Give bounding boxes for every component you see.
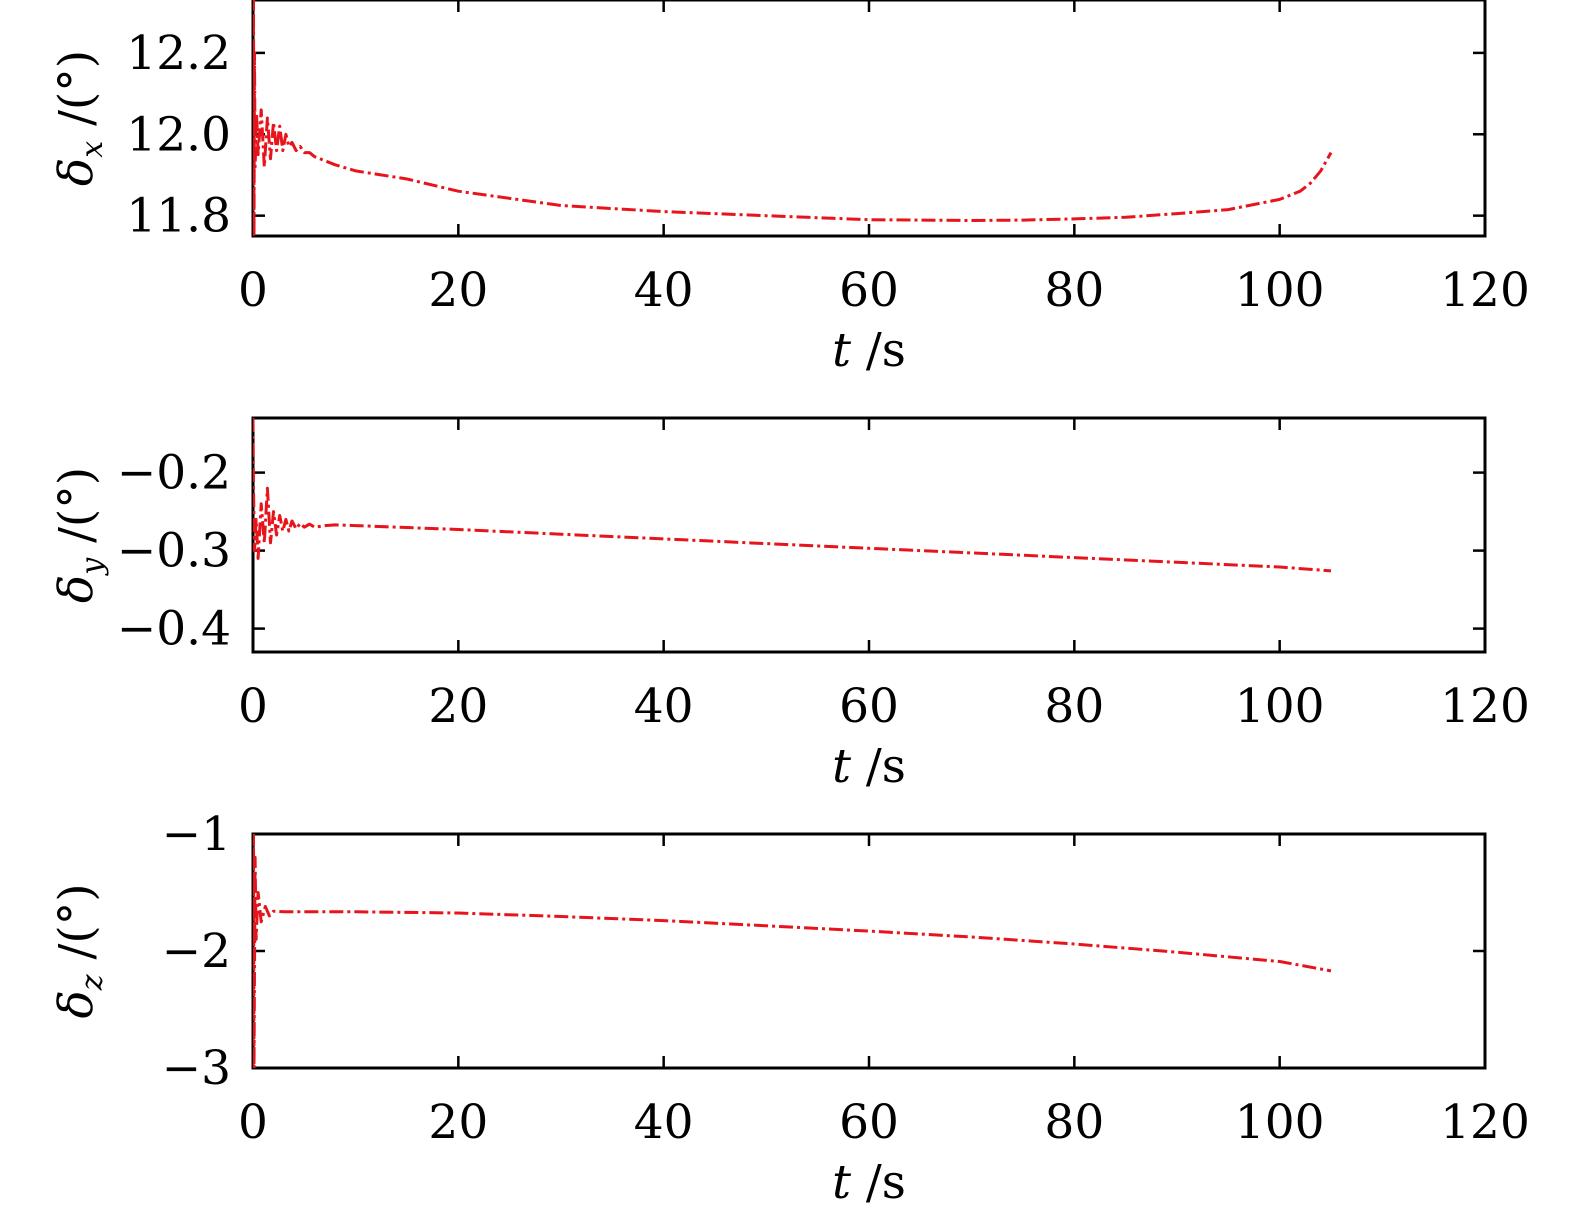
- x-axis-label: t /s: [832, 1155, 906, 1210]
- y-tick-label: −2: [162, 924, 231, 979]
- x-tick-label: 100: [1235, 263, 1325, 318]
- x-axis-label: t /s: [832, 323, 906, 378]
- x-tick-label: 40: [634, 263, 694, 318]
- x-tick-label: 60: [839, 263, 899, 318]
- y-tick-label: −3: [162, 1041, 231, 1096]
- y-tick-label: 12.2: [126, 26, 231, 81]
- y-tick-label: 12.0: [126, 107, 231, 162]
- x-tick-label: 80: [1044, 263, 1104, 318]
- panel-1: 0 20 40 60 80 100 120 11.8 12.0 12.2 t /s δx /(°): [49, 0, 1530, 378]
- axes-frame: [251, 416, 1487, 654]
- y-axis-label: δy /(°): [49, 467, 110, 603]
- y-tick-label: −0.3: [117, 524, 231, 579]
- x-tick-label: 120: [1440, 263, 1530, 318]
- y-axis-label: δz /(°): [49, 883, 110, 1018]
- x-tick-label: 0: [238, 1095, 268, 1150]
- series-line: [253, 418, 1332, 573]
- x-tick-label: 40: [634, 1095, 694, 1150]
- y-tick-label: −0.4: [117, 602, 231, 657]
- x-tick-label: 20: [428, 263, 488, 318]
- y-tick-label: −1: [162, 807, 231, 862]
- axes-frame: [251, 0, 1487, 238]
- x-tick-label: 80: [1044, 679, 1104, 734]
- series-line: [253, 834, 1332, 1068]
- x-tick-label: 40: [634, 679, 694, 734]
- x-tick-label: 20: [428, 1095, 488, 1150]
- x-tick-label: 0: [238, 679, 268, 734]
- x-tick-label: 100: [1235, 679, 1325, 734]
- y-tick-label: −0.2: [117, 446, 231, 501]
- y-tick-label: 11.8: [126, 189, 231, 244]
- series-line: [253, 0, 1333, 236]
- panel-3: 0 20 40 60 80 100 120 −1 −2 −3 t /s δz /(°): [49, 807, 1530, 1210]
- x-tick-label: 120: [1440, 1095, 1530, 1150]
- y-axis-label: δx /(°): [49, 50, 110, 186]
- panel-2: 0 20 40 60 80 100 120 −0.2 −0.3 −0.4 t /s δy /(°): [49, 416, 1530, 794]
- x-tick-label: 80: [1044, 1095, 1104, 1150]
- x-tick-label: 0: [238, 263, 268, 318]
- x-tick-label: 100: [1235, 1095, 1325, 1150]
- x-axis-label: t /s: [832, 739, 906, 794]
- axes-frame: [251, 832, 1487, 1070]
- x-tick-label: 60: [839, 1095, 899, 1150]
- x-tick-label: 60: [839, 679, 899, 734]
- x-tick-label: 120: [1440, 679, 1530, 734]
- x-tick-label: 20: [428, 679, 488, 734]
